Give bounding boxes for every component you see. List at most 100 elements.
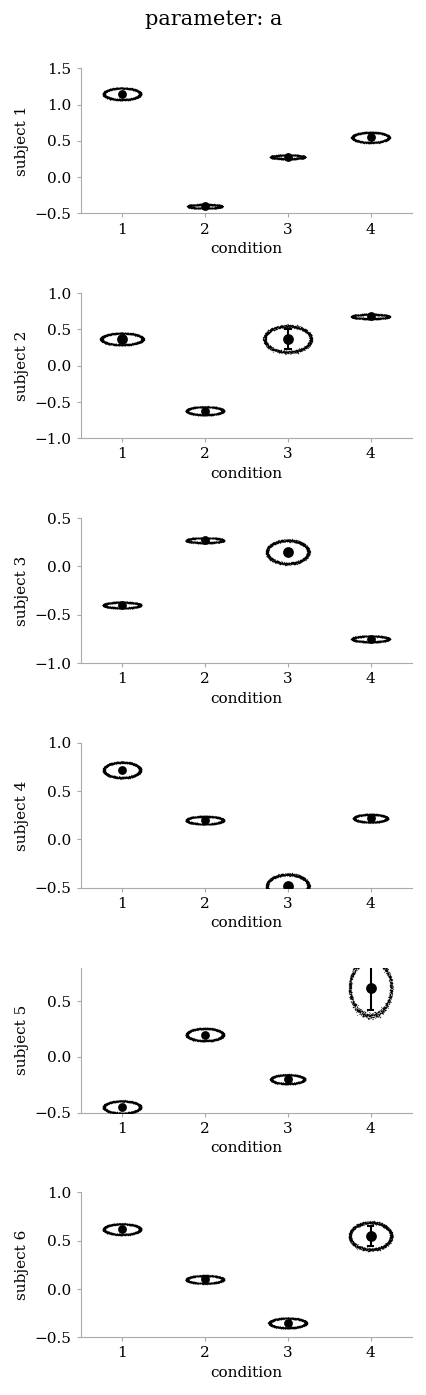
- Point: [135, 762, 141, 784]
- Point: [213, 1028, 219, 1050]
- Point: [132, 755, 139, 777]
- Point: [183, 529, 190, 551]
- Point: [215, 1267, 222, 1289]
- Point: [266, 882, 273, 904]
- Point: [383, 628, 390, 650]
- Point: [136, 1219, 143, 1242]
- Point: [116, 591, 123, 614]
- Point: [268, 548, 275, 571]
- Point: [209, 813, 216, 836]
- Point: [125, 767, 132, 790]
- Point: [381, 123, 388, 145]
- Point: [359, 804, 366, 826]
- Point: [205, 1030, 212, 1052]
- Point: [200, 813, 207, 836]
- Point: [101, 1218, 108, 1240]
- Point: [118, 89, 125, 112]
- Point: [300, 534, 307, 557]
- Point: [216, 194, 223, 216]
- Point: [386, 628, 392, 650]
- Point: [288, 864, 294, 886]
- Point: [277, 1064, 284, 1087]
- Point: [357, 625, 364, 647]
- Point: [278, 530, 285, 552]
- Point: [218, 529, 225, 551]
- Point: [201, 531, 207, 554]
- Point: [294, 148, 301, 170]
- Point: [348, 628, 355, 650]
- Point: [197, 1030, 204, 1052]
- Point: [271, 1066, 277, 1088]
- Point: [383, 304, 390, 326]
- Point: [194, 806, 201, 829]
- Point: [277, 317, 284, 339]
- Point: [264, 540, 271, 562]
- Point: [361, 303, 368, 325]
- Point: [379, 951, 386, 974]
- Point: [268, 1067, 274, 1089]
- Point: [368, 131, 374, 153]
- Point: [352, 954, 359, 976]
- Point: [296, 339, 303, 361]
- Point: [305, 332, 311, 354]
- Point: [219, 1025, 226, 1048]
- Point: [128, 1101, 135, 1123]
- Point: [105, 755, 112, 777]
- Point: [376, 307, 383, 329]
- Point: [136, 1095, 143, 1117]
- Point: [140, 328, 147, 350]
- Point: [124, 88, 130, 110]
- Point: [133, 1221, 140, 1243]
- Point: [297, 551, 304, 573]
- Point: [101, 1221, 108, 1243]
- Point: [218, 400, 225, 423]
- Point: [207, 396, 213, 418]
- Point: [184, 195, 190, 218]
- Point: [104, 593, 110, 615]
- Point: [285, 144, 291, 166]
- Point: [300, 1070, 307, 1092]
- Point: [281, 144, 288, 166]
- Point: [111, 77, 118, 99]
- Point: [132, 80, 139, 102]
- Point: [373, 631, 380, 653]
- Point: [346, 1229, 353, 1251]
- Point: [191, 403, 198, 425]
- Point: [206, 531, 213, 554]
- Point: [374, 307, 380, 329]
- Point: [106, 753, 113, 776]
- Point: [188, 197, 195, 219]
- Point: [269, 1066, 276, 1088]
- Point: [132, 591, 138, 614]
- Point: [195, 197, 202, 219]
- Point: [132, 763, 138, 785]
- Point: [368, 946, 374, 968]
- Point: [365, 121, 372, 144]
- Point: [131, 324, 138, 346]
- Point: [285, 1073, 292, 1095]
- Point: [372, 307, 379, 329]
- Point: [123, 766, 130, 788]
- Point: [355, 810, 362, 833]
- Point: [126, 767, 133, 790]
- Point: [134, 596, 141, 618]
- Point: [193, 1265, 199, 1288]
- Point: [300, 882, 307, 904]
- Point: [106, 86, 113, 109]
- Point: [136, 84, 143, 106]
- Point: [305, 872, 311, 894]
- Point: [184, 1269, 191, 1292]
- Point: [379, 1235, 386, 1257]
- Point: [280, 530, 287, 552]
- Point: [364, 1239, 371, 1261]
- Point: [119, 333, 126, 356]
- Point: [305, 877, 312, 900]
- Point: [283, 1063, 290, 1085]
- Point: [280, 340, 287, 363]
- Point: [198, 1030, 205, 1052]
- Point: [372, 121, 379, 144]
- Point: [356, 1236, 363, 1258]
- Point: [219, 1268, 226, 1290]
- Point: [268, 1069, 275, 1091]
- Point: [122, 89, 129, 112]
